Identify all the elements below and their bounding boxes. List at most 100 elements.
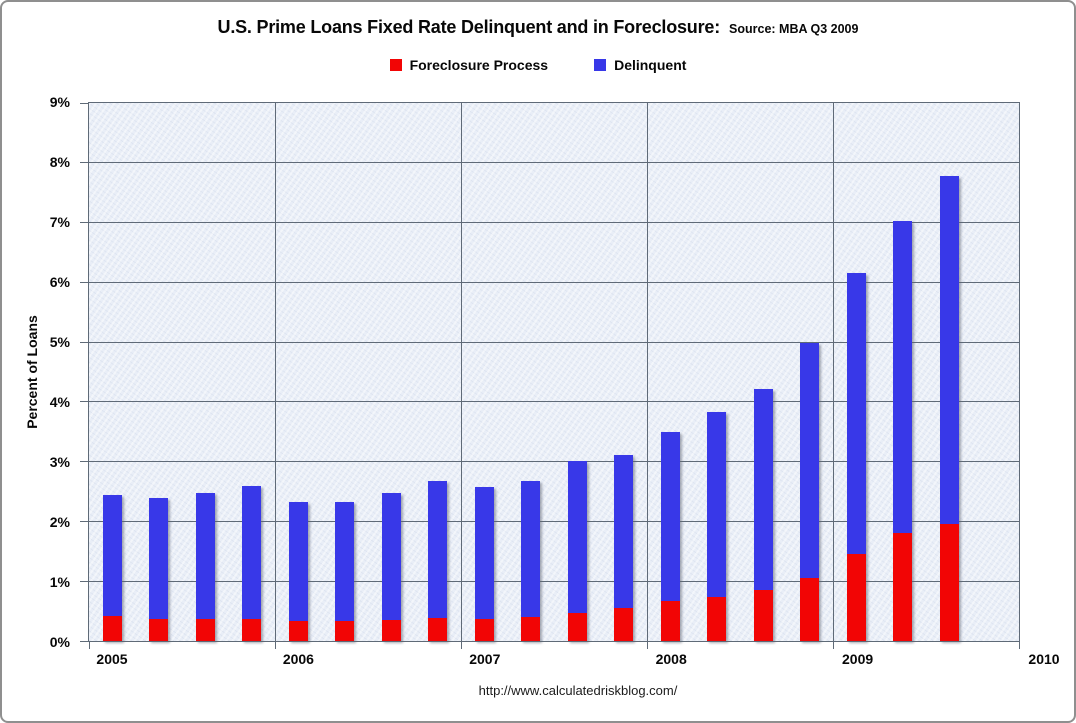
horizontal-gridline — [89, 401, 1019, 403]
x-axis-tick — [832, 642, 834, 649]
bar-segment-delinquent — [567, 461, 587, 613]
bar-segment-delinquent — [521, 481, 541, 618]
bar-segment-foreclosure — [521, 617, 541, 641]
bar-segment-delinquent — [381, 493, 401, 621]
bar-segment-delinquent — [428, 481, 448, 618]
x-tick-label: 2007 — [469, 651, 501, 667]
y-axis-tick — [80, 640, 88, 642]
y-axis-tick — [80, 281, 88, 283]
bar-segment-foreclosure — [939, 523, 959, 641]
bar-2005-q4 — [242, 486, 262, 641]
y-tick-label: 8% — [49, 154, 70, 170]
horizontal-gridline — [89, 222, 1019, 224]
y-axis-tick — [80, 520, 88, 522]
y-tick-label: 0% — [49, 634, 70, 650]
x-tick-label: 2009 — [842, 651, 874, 667]
y-axis-tick — [80, 102, 88, 104]
bar-2006-q2 — [335, 501, 355, 641]
bar-segment-delinquent — [288, 501, 308, 622]
bar-segment-foreclosure — [149, 619, 169, 641]
legend-label-delinquent: Delinquent — [614, 57, 687, 73]
legend-swatch-foreclosure-icon — [389, 59, 402, 71]
y-axis-tick — [80, 341, 88, 343]
x-axis-tick — [274, 642, 276, 649]
bar-2008-q4 — [800, 343, 820, 641]
y-tick-label: 1% — [49, 574, 70, 590]
y-tick-label: 7% — [49, 214, 70, 230]
bar-2006-q4 — [428, 481, 448, 641]
x-tick-label: 2005 — [96, 651, 128, 667]
bar-segment-foreclosure — [102, 615, 122, 641]
y-axis-tick — [80, 162, 88, 164]
y-tick-label: 4% — [49, 394, 70, 410]
bar-segment-delinquent — [335, 501, 355, 622]
x-tick-label: 2008 — [655, 651, 687, 667]
x-axis-tick — [646, 642, 648, 649]
bar-segment-foreclosure — [800, 578, 820, 641]
bar-segment-foreclosure — [846, 554, 866, 641]
y-tick-label: 2% — [49, 514, 70, 530]
x-tick-label: 2010 — [1028, 651, 1060, 667]
plot-area — [80, 102, 1020, 649]
vertical-gridline — [460, 103, 462, 641]
bar-segment-delinquent — [614, 454, 634, 609]
legend: Foreclosure Process Delinquent — [2, 57, 1074, 73]
x-axis-tick — [1018, 642, 1020, 649]
bar-segment-foreclosure — [288, 621, 308, 641]
horizontal-gridline — [89, 520, 1019, 522]
bar-segment-delinquent — [660, 432, 680, 601]
bar-segment-delinquent — [939, 175, 959, 524]
horizontal-gridline — [89, 580, 1019, 582]
vertical-gridline — [646, 103, 648, 641]
bar-segment-foreclosure — [242, 618, 262, 641]
y-axis-tick-labels: 0% 1% 2% 3% 4% 5% 6% 7% 8% 9% — [2, 94, 79, 650]
bar-segment-delinquent — [195, 492, 215, 620]
y-axis-tick — [80, 580, 88, 582]
y-tick-label: 5% — [49, 334, 70, 350]
chart-header: U.S. Prime Loans Fixed Rate Delinquent a… — [2, 17, 1074, 38]
bar-2007-q4 — [614, 454, 634, 641]
bar-2005-q1 — [102, 495, 122, 641]
bar-segment-delinquent — [242, 486, 262, 619]
legend-item-foreclosure: Foreclosure Process — [389, 57, 549, 73]
vertical-gridline — [832, 103, 834, 641]
bar-2008-q2 — [707, 412, 727, 641]
bar-2007-q2 — [521, 481, 541, 641]
bar-2006-q1 — [288, 501, 308, 641]
legend-swatch-delinquent-icon — [594, 59, 607, 71]
horizontal-gridline — [89, 341, 1019, 343]
bar-segment-foreclosure — [660, 600, 680, 641]
bar-segment-foreclosure — [381, 620, 401, 641]
bar-segment-foreclosure — [707, 596, 727, 641]
bar-2009-q1 — [846, 273, 866, 641]
y-axis-tick — [80, 401, 88, 403]
bar-segment-delinquent — [846, 273, 866, 555]
y-axis-tick — [80, 222, 88, 224]
x-axis-tick — [460, 642, 462, 649]
x-axis-tick — [88, 642, 90, 649]
legend-label-foreclosure: Foreclosure Process — [409, 57, 549, 73]
chart-source-note: Source: MBA Q3 2009 — [729, 22, 859, 36]
bar-segment-foreclosure — [195, 619, 215, 641]
horizontal-gridline — [89, 162, 1019, 164]
y-tick-label: 3% — [49, 454, 70, 470]
bar-segment-delinquent — [474, 487, 494, 620]
bar-segment-delinquent — [800, 343, 820, 579]
bar-2007-q1 — [474, 487, 494, 641]
horizontal-gridline — [89, 461, 1019, 463]
y-axis-tick — [80, 461, 88, 463]
bar-segment-delinquent — [753, 388, 773, 591]
bar-segment-foreclosure — [567, 612, 587, 641]
x-tick-label: 2006 — [282, 651, 314, 667]
bar-segment-foreclosure — [753, 590, 773, 641]
bar-2008-q1 — [660, 432, 680, 641]
y-tick-label: 6% — [49, 274, 70, 290]
bar-segment-delinquent — [149, 497, 169, 620]
chart-title: U.S. Prime Loans Fixed Rate Delinquent a… — [217, 17, 721, 37]
bar-segment-delinquent — [893, 220, 913, 533]
bar-2007-q3 — [567, 461, 587, 641]
y-tick-label: 9% — [49, 94, 70, 110]
bar-2006-q3 — [381, 493, 401, 641]
